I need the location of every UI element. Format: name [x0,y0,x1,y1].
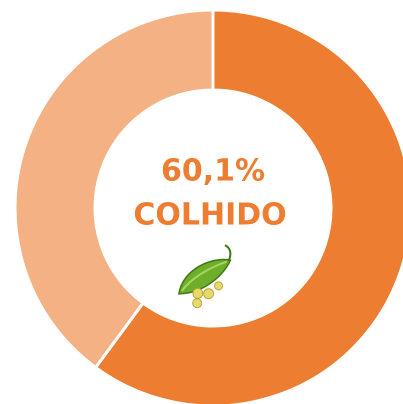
center-value: 60,1% [161,154,265,189]
center-text: COLHIDO [133,198,286,233]
donut [13,8,403,404]
slice [93,8,403,404]
soybean-icon [177,244,232,309]
slice [13,8,215,370]
